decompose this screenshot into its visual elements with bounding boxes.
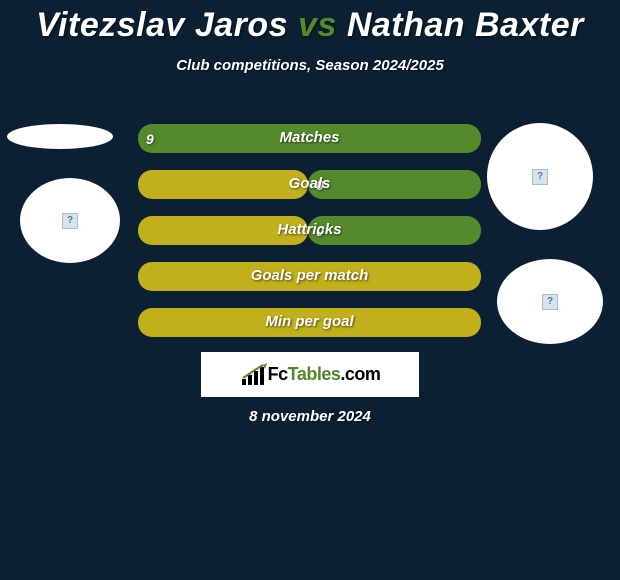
player1-badge-ellipse [7, 124, 113, 149]
player2-name: Nathan Baxter [347, 6, 584, 44]
logo-text: FcTables.com [268, 364, 381, 385]
player1-avatar: ? [20, 178, 120, 263]
bar-row: 0Hattricks [138, 216, 481, 245]
placeholder-icon: ? [542, 294, 558, 310]
page-title: Vitezslav Jaros vs Nathan Baxter [0, 0, 620, 45]
placeholder-icon: ? [532, 169, 548, 185]
snapshot-date: 8 november 2024 [0, 408, 620, 425]
player2-club-badge: ? [497, 259, 603, 344]
bar-right: 0 [308, 216, 481, 245]
bar-row: Min per goal [138, 308, 481, 337]
fctables-logo: FcTables.com [201, 352, 419, 397]
subtitle: Club competitions, Season 2024/2025 [0, 57, 620, 74]
logo-bars-icon [240, 363, 268, 387]
bar-row: 9Matches [138, 124, 481, 153]
bar-right-value: 0 [316, 223, 324, 239]
placeholder-icon: ? [62, 213, 78, 229]
logo-prefix: Fc [268, 364, 288, 384]
bar-left [138, 262, 481, 291]
bar-row: 0Goals [138, 170, 481, 199]
bar-left [138, 308, 481, 337]
bar-row: Goals per match [138, 262, 481, 291]
logo-suffix: .com [340, 364, 380, 384]
bar-right: 0 [308, 170, 481, 199]
player1-name: Vitezslav Jaros [36, 6, 288, 44]
bar-left [138, 216, 308, 245]
bar-right-value: 9 [146, 131, 154, 147]
player2-avatar: ? [487, 123, 593, 230]
bar-left [138, 170, 308, 199]
vs-separator: vs [298, 6, 337, 44]
logo-mid: Tables [288, 364, 341, 384]
bar-right-value: 0 [316, 177, 324, 193]
bar-right: 9 [138, 124, 481, 153]
comparison-bars: 9Matches 0Goals 0Hattricks Goals per match M… [138, 124, 481, 354]
